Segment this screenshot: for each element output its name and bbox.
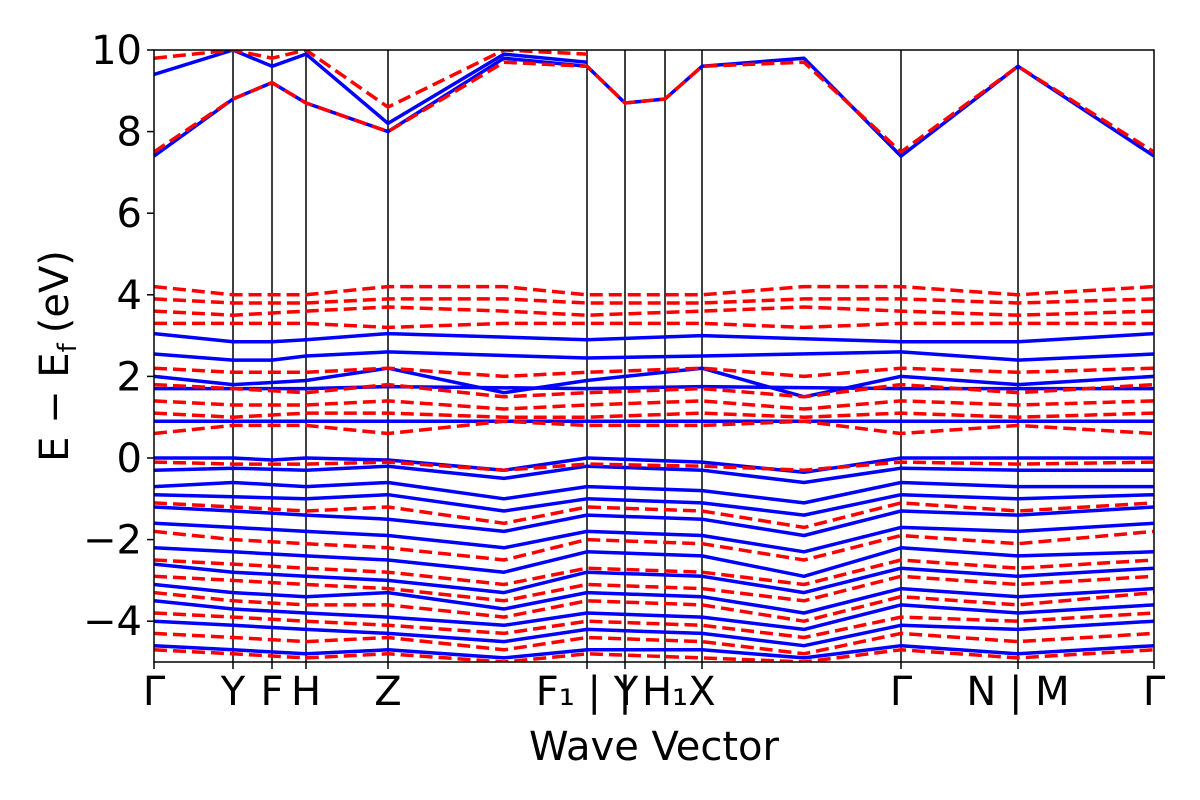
dashed-band-line bbox=[154, 648, 1154, 662]
solid-band-line bbox=[154, 619, 1154, 648]
x-tick-label: Γ bbox=[143, 669, 166, 715]
y-axis-ticks: 10 8 6 4 2 0 −2 −4 bbox=[83, 28, 154, 645]
solid-band-line bbox=[154, 480, 1154, 505]
dashed-band-line bbox=[154, 382, 1154, 399]
y-tick-label: −2 bbox=[83, 518, 142, 564]
dashed-band-line bbox=[154, 460, 1154, 472]
solid-band-line bbox=[154, 582, 1154, 615]
solid-band-line bbox=[154, 643, 1154, 660]
solid-band-line bbox=[154, 599, 1154, 632]
dashed-band-line bbox=[154, 297, 1154, 305]
y-tick-label: 6 bbox=[117, 191, 142, 237]
x-tick-label: | bbox=[618, 669, 631, 715]
solid-band-line bbox=[154, 50, 588, 126]
y-tick-label: 4 bbox=[117, 273, 142, 319]
dashed-band-line bbox=[154, 60, 1154, 154]
y-tick-label: 2 bbox=[117, 354, 142, 400]
x-tick-label: N | M bbox=[966, 669, 1069, 715]
solid-band-line bbox=[154, 505, 1154, 538]
x-tick-label: Y bbox=[220, 669, 246, 715]
plot-frame bbox=[153, 49, 1155, 663]
solid-band-line bbox=[154, 331, 1154, 344]
x-tick-label: F₁ | Y bbox=[536, 669, 639, 715]
dashed-band-line bbox=[154, 305, 1154, 317]
solid-band-line bbox=[154, 384, 1154, 391]
solid-band-line bbox=[154, 492, 1154, 517]
solid-band-line bbox=[154, 464, 1154, 485]
band-lines bbox=[154, 50, 1154, 662]
y-axis-title: E − Ef (eV) bbox=[32, 250, 83, 462]
x-tick-label: X bbox=[688, 669, 715, 715]
dashed-band-line bbox=[154, 419, 1154, 436]
y-tick-label: −4 bbox=[83, 599, 142, 645]
dashed-band-line bbox=[154, 631, 1154, 656]
x-axis-ticks: Γ Y F H Z F₁ | Y| H₁ X Γ N | M Γ bbox=[143, 662, 1166, 715]
y-axis-title-unit: (eV) bbox=[32, 250, 78, 333]
dashed-band-line bbox=[154, 611, 1154, 640]
y-tick-label: 8 bbox=[117, 110, 142, 156]
x-tick-label: Γ bbox=[890, 669, 913, 715]
solid-band-line bbox=[154, 562, 1154, 595]
x-tick-label: H bbox=[291, 669, 321, 715]
y-axis-title-subscript: f bbox=[53, 342, 83, 352]
dashed-band-line bbox=[154, 366, 1154, 379]
y-axis-title-main: E − E bbox=[32, 352, 78, 462]
solid-band-line bbox=[154, 456, 1154, 475]
dashed-band-line bbox=[154, 399, 1154, 411]
solid-band-line bbox=[154, 546, 1154, 579]
x-tick-label: Z bbox=[374, 669, 401, 715]
dashed-band-line bbox=[154, 321, 1154, 330]
x-tick-label: Γ bbox=[1143, 669, 1166, 715]
x-axis-title: Wave Vector bbox=[529, 724, 780, 770]
solid-band-line bbox=[154, 350, 1154, 362]
y-tick-label: 10 bbox=[91, 28, 142, 74]
y-tick-label: 0 bbox=[117, 436, 142, 482]
solid-band-line bbox=[154, 521, 1154, 554]
dashed-band-line bbox=[154, 284, 1154, 297]
dashed-band-line bbox=[154, 411, 1154, 419]
x-tick-label: H₁ bbox=[642, 669, 688, 715]
x-tick-label: F bbox=[260, 669, 283, 715]
